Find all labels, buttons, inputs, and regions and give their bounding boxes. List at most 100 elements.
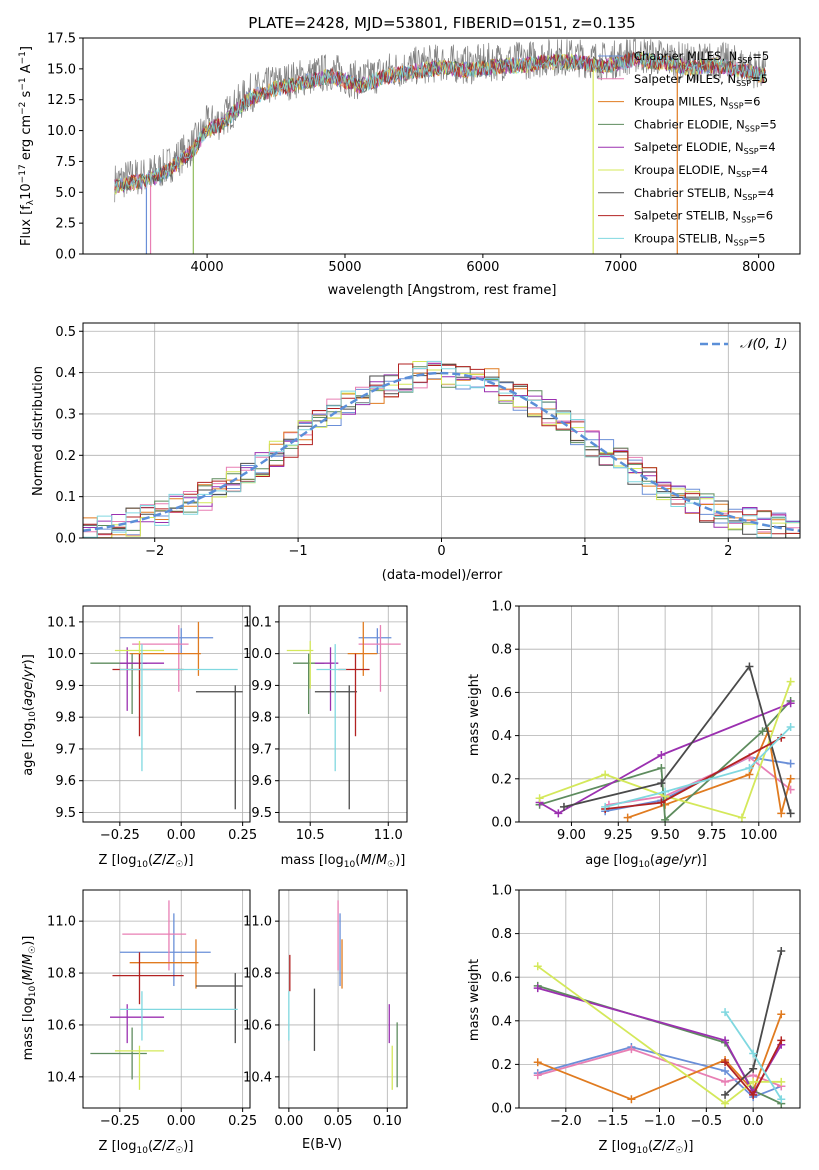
x-tick-label: −1 bbox=[289, 544, 308, 559]
axes-frame bbox=[518, 605, 801, 823]
y-tick-label: 0.6 bbox=[491, 971, 512, 986]
legend-label: Salpeter ELODIE, NSSP=4 bbox=[634, 140, 776, 156]
weight-marker bbox=[777, 809, 786, 818]
y-tick-label: 10.0 bbox=[47, 647, 76, 662]
weight-series bbox=[537, 965, 782, 1105]
residual-panel: −2 −1 0 1 2 0.0 0.1 0.2 0.3 0.4 0.5 𝒩(0, 1) (data-… bbox=[31, 322, 801, 583]
weight-marker bbox=[601, 802, 610, 811]
residual-axes: −2 −1 0 1 2 0.0 0.1 0.2 0.3 0.4 0.5 bbox=[55, 323, 800, 559]
weight-marker bbox=[737, 813, 746, 822]
legend-label: Chabrier ELODIE, NSSP=5 bbox=[634, 117, 777, 133]
weight-marker bbox=[777, 1036, 786, 1045]
x-tick-label: 0.00 bbox=[274, 1114, 303, 1129]
weight-z-xlabel: Z [log10(Z/Z☉)] bbox=[599, 1139, 694, 1156]
weight-marker bbox=[786, 722, 795, 731]
x-tick-label: −1.5 bbox=[597, 1114, 629, 1129]
residual-legend: 𝒩(0, 1) bbox=[700, 337, 787, 352]
legend-label: Kroupa MILES, NSSP=6 bbox=[634, 95, 760, 111]
y-tick-label: 11.0 bbox=[243, 915, 272, 930]
x-tick-label: 11.0 bbox=[374, 828, 403, 843]
weight-marker bbox=[745, 662, 754, 671]
weight-marker bbox=[777, 1077, 786, 1086]
weight-marker bbox=[749, 1077, 758, 1086]
y-tick-label: 0.2 bbox=[491, 1058, 512, 1073]
residual-histograms bbox=[83, 360, 800, 539]
y-tick-label: 0.0 bbox=[55, 248, 76, 263]
y-tick-label: 0.8 bbox=[491, 643, 512, 658]
model-spectrum bbox=[114, 51, 766, 192]
weight-vs-metallicity-panel: −2.0 −1.5 −1.0 −0.5 0.0 0.0 0.2 0.4 0.6 0.8 1.0 bbox=[491, 884, 801, 1129]
y-tick-label: 10.1 bbox=[47, 615, 76, 630]
weight-marker bbox=[627, 1095, 636, 1104]
weight-vs-age-panel: 9.00 9.25 9.50 9.75 10.00 0.0 0.2 0.4 0.6 0.8 1.0 bbox=[491, 600, 801, 843]
y-tick-label: 0.8 bbox=[491, 927, 512, 942]
x-tick-label: 0.25 bbox=[228, 828, 257, 843]
y-tick-label: 11.0 bbox=[47, 915, 76, 930]
legend-label: Kroupa STELIB, NSSP=5 bbox=[634, 231, 765, 247]
spectrum-title: PLATE=2428, MJD=53801, FIBERID=0151, z=0… bbox=[248, 14, 635, 32]
x-tick-label: 0.10 bbox=[373, 1114, 402, 1129]
mass-ylabel: mass [log10(M/M☉)] bbox=[21, 936, 38, 1061]
y-tick-label: 0.0 bbox=[491, 1102, 512, 1117]
x-tick-label: 0 bbox=[437, 544, 445, 559]
y-tick-label: 9.8 bbox=[251, 711, 272, 726]
weight-marker bbox=[777, 1010, 786, 1019]
x-tick-label: 2 bbox=[724, 544, 732, 559]
x-tick-label: 0.0 bbox=[743, 1114, 764, 1129]
weight-marker bbox=[745, 764, 754, 772]
residual-xlabel: (data-model)/error bbox=[382, 568, 503, 583]
weight-marker bbox=[786, 759, 795, 768]
residual-histogram bbox=[83, 361, 800, 539]
spectrum-ylabel: Flux [fλ10−17 erg cm−2 s−1 A−1] bbox=[18, 46, 36, 246]
age-z-xlabel: Z [log10(Z/Z☉)] bbox=[99, 853, 194, 870]
weight-z-ylabel: mass weight bbox=[467, 959, 482, 1041]
y-tick-label: 10.0 bbox=[47, 124, 76, 139]
y-tick-label: 2.5 bbox=[55, 217, 76, 232]
model-spectrum bbox=[114, 52, 766, 193]
legend-label: Salpeter STELIB, NSSP=6 bbox=[634, 209, 773, 225]
mass-vs-extinction-panel: 0.00 0.05 0.10 10.4 10.6 10.8 11.0 bbox=[243, 889, 408, 1129]
spectrum-legend: Chabrier MILES, NSSP=5 Salpeter MILES, NS… bbox=[598, 49, 777, 247]
legend-label: Chabrier STELIB, NSSP=4 bbox=[634, 186, 774, 202]
weight-marker bbox=[533, 962, 542, 971]
residual-histogram bbox=[83, 360, 800, 538]
residual-frame bbox=[82, 322, 801, 539]
y-tick-label: 0.5 bbox=[55, 325, 76, 340]
legend-label: Chabrier MILES, NSSP=5 bbox=[634, 49, 769, 65]
weight-marker bbox=[777, 947, 786, 956]
y-tick-label: 0.6 bbox=[491, 686, 512, 701]
weight-marker bbox=[535, 794, 544, 803]
y-tick-label: 10.6 bbox=[243, 1018, 272, 1033]
ebv-xlabel: E(B-V) bbox=[302, 1137, 342, 1152]
weight-marker bbox=[777, 1095, 786, 1104]
y-tick-label: 10.6 bbox=[47, 1018, 76, 1033]
axes-frame bbox=[278, 889, 408, 1109]
x-tick-label: 0.25 bbox=[228, 1114, 257, 1129]
y-tick-label: 0.2 bbox=[491, 772, 512, 787]
weight-marker bbox=[786, 677, 795, 686]
axes-frame bbox=[82, 605, 251, 823]
y-tick-label: 10.0 bbox=[243, 647, 272, 662]
x-tick-label: 10.00 bbox=[740, 828, 777, 843]
x-tick-label: −0.5 bbox=[691, 1114, 723, 1129]
weight-marker bbox=[786, 699, 795, 708]
y-tick-label: 0.3 bbox=[55, 407, 76, 422]
y-tick-label: 9.6 bbox=[55, 774, 76, 789]
y-tick-label: 10.8 bbox=[243, 967, 272, 982]
weight-marker bbox=[657, 751, 666, 760]
weight-marker bbox=[533, 984, 542, 993]
weight-marker bbox=[533, 1071, 542, 1080]
y-tick-label: 0.1 bbox=[55, 490, 76, 505]
axes-frame bbox=[518, 889, 801, 1109]
normal-legend-label: 𝒩(0, 1) bbox=[740, 337, 787, 352]
y-tick-label: 5.0 bbox=[55, 186, 76, 201]
weight-marker bbox=[623, 813, 632, 822]
spectrum-panel: PLATE=2428, MJD=53801, FIBERID=0151, z=0… bbox=[18, 14, 801, 298]
y-tick-label: 9.5 bbox=[55, 806, 76, 821]
x-tick-label: −1.0 bbox=[644, 1114, 676, 1129]
y-tick-label: 17.5 bbox=[47, 32, 76, 47]
weight-marker bbox=[721, 1099, 730, 1108]
x-tick-label: −0.25 bbox=[100, 828, 140, 843]
y-tick-label: 10.8 bbox=[47, 967, 76, 982]
y-tick-label: 0.4 bbox=[491, 1014, 512, 1029]
